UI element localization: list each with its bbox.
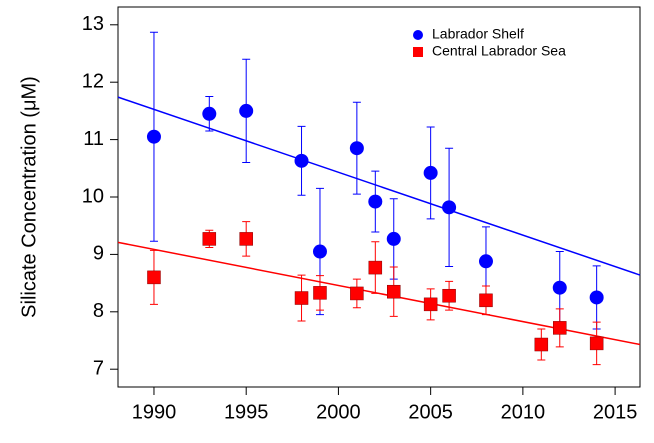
data-point: [368, 260, 383, 275]
data-point: [202, 106, 217, 121]
data-point: [294, 153, 309, 168]
data-point: [386, 231, 401, 246]
y-tick-label: 10: [82, 185, 104, 207]
data-point: [239, 232, 253, 246]
data-point: [479, 293, 493, 308]
y-tick-label: 13: [82, 13, 104, 35]
data-point: [202, 232, 217, 246]
data-point: [368, 194, 383, 209]
y-tick-label: 8: [93, 300, 104, 322]
legend-label: Labrador Shelf: [432, 26, 524, 42]
x-tick-label: 1990: [132, 401, 177, 423]
legend-marker: [413, 30, 423, 40]
data-point: [423, 165, 438, 180]
data-point: [147, 270, 161, 285]
data-point: [239, 103, 254, 118]
data-point: [589, 336, 604, 351]
legend-label: Central Labrador Sea: [432, 43, 566, 59]
data-point: [146, 129, 161, 144]
y-tick-label: 7: [93, 357, 104, 379]
x-tick-label: 2010: [501, 401, 546, 423]
data-point: [350, 286, 364, 301]
data-point: [552, 280, 567, 295]
y-tick-label: 9: [93, 243, 104, 265]
trend-line: [117, 96, 641, 276]
x-tick-label: 2015: [593, 401, 638, 423]
data-point: [312, 244, 327, 259]
legend-marker: [413, 47, 423, 57]
data-point: [313, 286, 327, 300]
y-tick-label: 11: [83, 128, 104, 150]
data-point: [442, 288, 456, 303]
data-point: [387, 284, 401, 299]
data-point: [478, 254, 493, 269]
data-point: [442, 200, 457, 215]
x-tick-label: 1995: [224, 401, 269, 423]
data-point: [589, 290, 604, 305]
x-tick-label: 2000: [316, 401, 361, 423]
x-tick-label: 2005: [408, 401, 453, 423]
data-point: [553, 321, 567, 335]
data-point: [294, 291, 309, 305]
data-point: [423, 297, 438, 312]
data-point: [349, 141, 364, 156]
data-point: [534, 337, 549, 352]
y-axis-title: Silicate Concentration (μM): [18, 76, 40, 318]
y-tick-label: 12: [82, 70, 104, 92]
